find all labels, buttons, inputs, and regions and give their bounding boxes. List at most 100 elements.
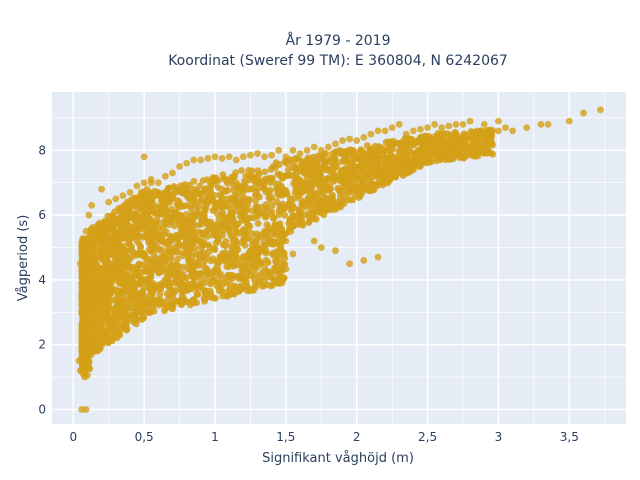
- data-point: [98, 185, 106, 193]
- data-point: [282, 237, 290, 245]
- cloud-point: [267, 282, 275, 290]
- cloud-point: [184, 265, 192, 273]
- cloud-point: [109, 270, 117, 278]
- cloud-point: [255, 170, 263, 178]
- cloud-point: [286, 204, 294, 212]
- cloud-point: [141, 197, 149, 204]
- cloud-point: [170, 183, 178, 190]
- data-point: [232, 179, 240, 187]
- cloud-point: [277, 202, 284, 210]
- cloud-point: [384, 171, 392, 179]
- cloud-point: [200, 295, 208, 302]
- data-point: [289, 146, 297, 154]
- data-point: [137, 189, 145, 196]
- cloud-point: [145, 246, 153, 253]
- data-point: [480, 130, 488, 138]
- cloud-point: [103, 278, 111, 285]
- cloud-point: [126, 290, 134, 298]
- data-point: [190, 156, 198, 164]
- cloud-point: [151, 225, 159, 233]
- cloud-point: [232, 251, 240, 259]
- data-point: [268, 240, 276, 248]
- data-point: [374, 127, 382, 135]
- cloud-point: [374, 162, 381, 169]
- data-point: [275, 269, 283, 277]
- cloud-point: [218, 212, 226, 220]
- data-point: [410, 127, 417, 135]
- cloud-point: [278, 231, 286, 238]
- data-point: [346, 260, 354, 268]
- y-tick-label: 6: [38, 208, 46, 222]
- cloud-point: [216, 200, 223, 208]
- cloud-point: [183, 202, 190, 210]
- cloud-point: [294, 164, 302, 172]
- cloud-point: [207, 182, 215, 190]
- cloud-point: [119, 316, 127, 323]
- cloud-point: [281, 158, 289, 166]
- data-point: [431, 120, 439, 128]
- cloud-point: [103, 296, 111, 304]
- data-point: [98, 325, 106, 332]
- y-tick-label: 4: [38, 273, 46, 287]
- cloud-point: [109, 324, 117, 332]
- cloud-point: [209, 231, 217, 239]
- cloud-point: [149, 287, 157, 295]
- cloud-point: [265, 224, 273, 231]
- cloud-point: [296, 179, 304, 187]
- cloud-point: [213, 221, 220, 228]
- cloud-point: [381, 146, 389, 154]
- cloud-point: [371, 146, 379, 154]
- data-point: [254, 260, 261, 268]
- cloud-point: [387, 151, 395, 159]
- cloud-point: [317, 172, 325, 179]
- cloud-point: [262, 206, 270, 213]
- cloud-point: [142, 266, 150, 273]
- cloud-point: [205, 248, 213, 256]
- cloud-point: [230, 186, 238, 194]
- cloud-point: [349, 196, 356, 204]
- cloud-point: [275, 253, 282, 260]
- cloud-point: [209, 174, 217, 182]
- cloud-point: [174, 255, 181, 263]
- cloud-point: [196, 189, 204, 197]
- data-point: [310, 192, 318, 200]
- x-tick-label: 1: [211, 430, 219, 444]
- cloud-point: [266, 273, 273, 281]
- cloud-point: [256, 271, 264, 278]
- cloud-point: [172, 243, 180, 251]
- cloud-point: [133, 292, 141, 300]
- cloud-point: [236, 230, 244, 237]
- data-point: [445, 122, 453, 130]
- data-point: [282, 153, 290, 161]
- data-point: [247, 151, 254, 159]
- cloud-point: [191, 228, 199, 235]
- cloud-point: [161, 307, 168, 315]
- data-point: [360, 257, 368, 264]
- cloud-point: [397, 167, 405, 175]
- data-points-layer: [75, 106, 604, 413]
- data-point: [75, 357, 83, 365]
- cloud-point: [190, 274, 197, 282]
- data-point: [317, 244, 325, 251]
- data-point: [353, 137, 361, 144]
- cloud-point: [139, 234, 147, 241]
- data-point: [452, 120, 460, 128]
- cloud-point: [209, 276, 217, 284]
- data-point: [374, 253, 382, 261]
- cloud-point: [169, 301, 177, 309]
- cloud-point: [245, 235, 253, 242]
- cloud-point: [428, 151, 436, 159]
- cloud-point: [241, 180, 249, 188]
- cloud-point: [95, 265, 102, 272]
- cloud-point: [109, 226, 117, 234]
- cloud-point: [149, 193, 157, 201]
- cloud-point: [87, 250, 95, 258]
- cloud-point: [487, 139, 495, 147]
- cloud-point: [317, 152, 324, 160]
- cloud-point: [200, 231, 208, 239]
- cloud-point: [348, 187, 355, 195]
- cloud-point: [90, 339, 97, 347]
- y-axis-title: Vågperiod (s): [16, 215, 31, 302]
- y-tick-label: 8: [38, 143, 46, 157]
- data-point: [133, 308, 141, 316]
